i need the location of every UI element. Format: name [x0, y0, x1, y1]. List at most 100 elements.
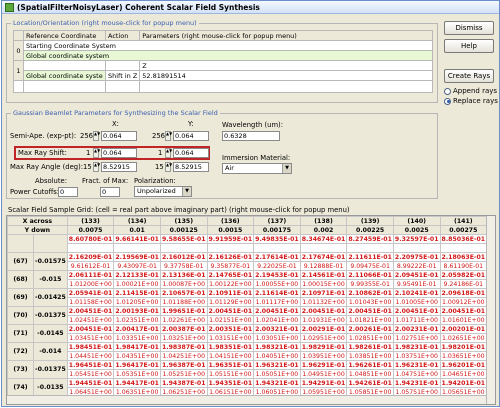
grid-cell-real[interactable]: 2.11611E-01: [346, 252, 394, 262]
grid-cell-imaginary[interactable]: 8.61190E-01: [439, 261, 488, 271]
grid-cell-imaginary[interactable]: [346, 243, 394, 253]
grid-cell-real[interactable]: 2.10241E-01: [392, 288, 441, 298]
grid-cell-real[interactable]: 8.85036E-01: [439, 234, 488, 244]
grid-cell-imaginary[interactable]: 1.00021E+00: [113, 279, 161, 289]
grid-cell-real[interactable]: 2.09451E-01: [392, 270, 441, 280]
grid-cell-imaginary[interactable]: 1.02751E+00: [392, 333, 441, 343]
grid-cell-real[interactable]: 1.96387E-01: [159, 360, 208, 370]
grid-cell-imaginary[interactable]: 1.04751E+00: [392, 369, 441, 379]
grid-cell-real[interactable]: 2.00193E-01: [113, 306, 161, 316]
grid-cell-real[interactable]: 1.96231E-01: [392, 360, 441, 370]
grid-cell-imaginary[interactable]: 1.02851E+00: [346, 333, 394, 343]
grid-cell-real[interactable]: 2.00451E-01: [392, 306, 441, 316]
grid-cell-imaginary[interactable]: 1.04151E+00: [206, 351, 255, 361]
grid-cell-imaginary[interactable]: 1.05051E+00: [253, 369, 301, 379]
grid-cell-real[interactable]: 1.96321E-01: [253, 360, 301, 370]
grid-cell-imaginary[interactable]: 1.04951E+00: [299, 369, 348, 379]
grid-cell-real[interactable]: 1.96451E-01: [66, 360, 115, 370]
grid-cell-real[interactable]: 2.05982E-01: [439, 270, 488, 280]
grid-cell-real[interactable]: 1.94387E-01: [159, 378, 208, 388]
grid-cell-imaginary[interactable]: 8.99222E-01: [392, 261, 441, 271]
grid-cell-imaginary[interactable]: [66, 243, 115, 253]
grid-cell-imaginary[interactable]: 1.01931E+00: [299, 315, 348, 325]
grid-cell-imaginary[interactable]: 1.01200E+00: [66, 279, 115, 289]
absolute-cutoff-field[interactable]: 0: [58, 187, 78, 197]
grid-cell-imaginary[interactable]: 1.03651E+00: [439, 351, 488, 361]
grid-cell-imaginary[interactable]: 1.00122E+00: [206, 279, 255, 289]
grid-cell-imaginary[interactable]: 9.09475E-01: [346, 261, 394, 271]
grid-cell-imaginary[interactable]: 1.02951E+00: [299, 333, 348, 343]
grid-cell-imaginary[interactable]: 1.01005E+00: [392, 297, 441, 307]
grid-cell-imaginary[interactable]: 1.03451E+00: [66, 333, 115, 343]
grid-cell-real[interactable]: 1.94291E-01: [299, 378, 348, 388]
grid-cell-imaginary[interactable]: 1.00015E+00: [299, 279, 348, 289]
grid-cell-real[interactable]: 2.09618E-01: [439, 288, 488, 298]
shift-x-spinner[interactable]: ▲▼: [93, 148, 100, 158]
grid-cell-real[interactable]: 1.94231E-01: [392, 378, 441, 388]
grid-cell-imaginary[interactable]: 1.05151E+00: [206, 369, 255, 379]
grid-cell-imaginary[interactable]: 1.04251E+00: [159, 351, 208, 361]
grid-cell-real[interactable]: 2.00291E-01: [299, 324, 348, 334]
grid-cell-real[interactable]: 1.96201E-01: [439, 360, 488, 370]
grid-cell-imaginary[interactable]: 1.03351E+00: [113, 333, 161, 343]
grid-cell-imaginary[interactable]: 1.02451E+00: [66, 315, 115, 325]
grid-cell-real[interactable]: 2.00451E-01: [346, 306, 394, 316]
grid-cell-imaginary[interactable]: 9.24186E-01: [439, 279, 488, 289]
shift-y-field[interactable]: 0.064: [173, 148, 209, 158]
grid-cell-real[interactable]: 2.16126E-01: [206, 252, 255, 262]
grid-cell-real[interactable]: 9.32597E-01: [392, 234, 441, 244]
shift-x-field[interactable]: 0.064: [101, 148, 137, 158]
grid-cell-real[interactable]: 1.96351E-01: [206, 360, 255, 370]
grid-cell-imaginary[interactable]: 1.03151E+00: [206, 333, 255, 343]
grid-cell-imaginary[interactable]: 1.04351E+00: [113, 351, 161, 361]
grid-cell-real[interactable]: 1.98201E-01: [439, 342, 488, 352]
angle-y-field[interactable]: 8.52915: [173, 162, 209, 172]
grid-cell-imaginary[interactable]: 1.01188E+00: [159, 297, 208, 307]
grid-cell-imaginary[interactable]: 1.01043E+00: [346, 297, 394, 307]
grid-cell-real[interactable]: 2.00451E-01: [66, 306, 115, 316]
semi-ape-x-field[interactable]: 0.064: [101, 131, 137, 141]
grid-cell-real[interactable]: 9.49835E-01: [253, 234, 301, 244]
grid-cell-real[interactable]: 2.00451E-01: [66, 324, 115, 334]
grid-cell-real[interactable]: 2.10971E-01: [299, 288, 348, 298]
grid-cell-real[interactable]: 2.13136E-01: [159, 270, 208, 280]
grid-cell-imaginary[interactable]: [253, 243, 301, 253]
grid-cell-imaginary[interactable]: 1.05451E+00: [66, 369, 115, 379]
grid-cell-real[interactable]: 1.98387E-01: [159, 342, 208, 352]
replace-rays-radio[interactable]: Replace rays: [444, 97, 498, 105]
shift-y-spinner[interactable]: ▲▼: [165, 148, 172, 158]
dismiss-button[interactable]: Dismiss: [444, 21, 494, 35]
grid-cell-real[interactable]: 1.99651E-01: [159, 306, 208, 316]
horizontal-scrollbar[interactable]: [7, 395, 486, 404]
global-coordinate-cell[interactable]: Global coordinate system: [23, 50, 433, 61]
grid-cell-real[interactable]: 2.19453E-01: [253, 270, 301, 280]
grid-cell-real[interactable]: 2.00417E-01: [113, 324, 161, 334]
grid-cell-imaginary[interactable]: 1.02261E+00: [159, 315, 208, 325]
semi-ape-x-spinner[interactable]: ▲▼: [93, 131, 100, 141]
grid-cell-real[interactable]: 1.94417E-01: [113, 378, 161, 388]
grid-cell-real[interactable]: 2.06111E-01: [66, 270, 115, 280]
help-button[interactable]: Help: [444, 39, 494, 53]
grid-cell-imaginary[interactable]: [206, 243, 255, 253]
grid-cell-imaginary[interactable]: 9.99355E-01: [346, 279, 394, 289]
grid-cell-real[interactable]: 1.94451E-01: [66, 378, 115, 388]
grid-cell-imaginary[interactable]: 1.02151E+00: [206, 315, 255, 325]
grid-cell-real[interactable]: 1.94261E-01: [346, 378, 394, 388]
grid-cell-imaginary[interactable]: 1.01158E+00: [66, 297, 115, 307]
grid-cell-real[interactable]: 1.96417E-01: [113, 360, 161, 370]
grid-cell-real[interactable]: 2.17674E-01: [299, 252, 348, 262]
grid-cell-imaginary[interactable]: [392, 243, 441, 253]
grid-cell-imaginary[interactable]: 9.95491E-01: [392, 279, 441, 289]
grid-cell-real[interactable]: 2.00201E-01: [439, 324, 488, 334]
grid-cell-real[interactable]: 1.98417E-01: [113, 342, 161, 352]
grid-cell-real[interactable]: 8.34674E-01: [299, 234, 348, 244]
create-rays-button[interactable]: Create Rays: [444, 69, 494, 83]
grid-cell-imaginary[interactable]: [299, 243, 348, 253]
grid-cell-imaginary[interactable]: 1.03951E+00: [299, 351, 348, 361]
grid-cell-imaginary[interactable]: 1.00055E+00: [253, 279, 301, 289]
grid-cell-real[interactable]: 2.14561E-01: [299, 270, 348, 280]
grid-cell-real[interactable]: 2.10862E-01: [346, 288, 394, 298]
grid-cell-imaginary[interactable]: 1.02351E+00: [113, 315, 161, 325]
grid-cell-real[interactable]: 1.94201E-01: [439, 378, 488, 388]
grid-cell-imaginary[interactable]: 1.01711E+00: [392, 315, 441, 325]
